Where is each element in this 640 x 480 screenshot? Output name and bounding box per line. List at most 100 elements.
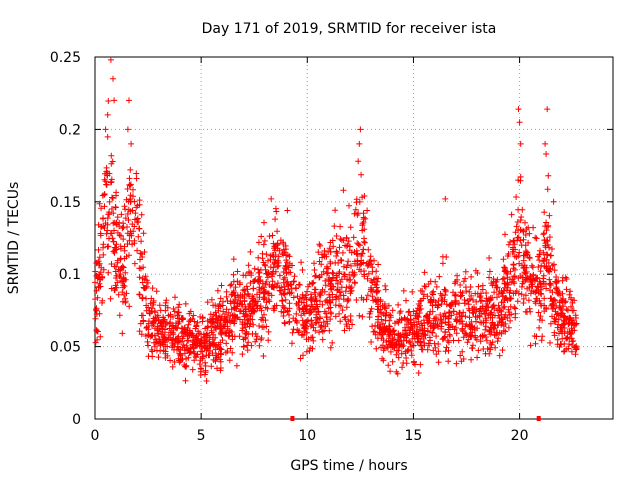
plot-area-border	[94, 56, 614, 420]
data-point	[305, 283, 312, 290]
data-point	[141, 249, 148, 255]
data-point	[102, 170, 108, 177]
data-point	[522, 308, 529, 315]
data-point	[380, 311, 387, 318]
data-point	[547, 320, 554, 327]
data-point	[571, 297, 578, 304]
data-point	[138, 238, 145, 245]
data-point	[147, 300, 154, 307]
data-point	[171, 359, 178, 365]
data-point	[115, 291, 122, 298]
data-point	[536, 324, 543, 331]
data-point	[316, 273, 323, 280]
data-point	[489, 339, 496, 346]
data-point	[126, 181, 133, 188]
data-point	[268, 195, 275, 202]
data-point	[319, 336, 326, 343]
data-point	[274, 241, 281, 248]
data-point	[546, 234, 553, 241]
data-point	[191, 357, 198, 364]
data-point	[106, 198, 113, 205]
data-point	[174, 312, 181, 319]
data-point	[176, 350, 183, 357]
data-point	[439, 260, 446, 267]
data-point	[112, 204, 119, 210]
data-point	[250, 307, 257, 313]
data-point	[357, 126, 364, 133]
data-point	[372, 296, 379, 303]
data-point	[338, 257, 345, 264]
data-point	[265, 296, 272, 303]
data-point	[499, 276, 506, 283]
data-point	[336, 244, 343, 251]
data-point	[470, 297, 476, 303]
data-point	[293, 310, 300, 317]
data-point	[457, 293, 464, 300]
data-point	[323, 265, 330, 272]
data-point	[113, 272, 120, 279]
data-point	[381, 345, 388, 352]
data-point	[375, 306, 382, 313]
data-point	[486, 255, 493, 261]
data-point	[332, 294, 339, 301]
data-point	[435, 341, 442, 347]
data-point	[256, 305, 263, 312]
data-point	[94, 275, 101, 282]
data-point	[347, 288, 354, 295]
data-point	[162, 321, 169, 328]
data-point	[230, 288, 237, 294]
data-point	[457, 282, 464, 288]
data-point	[514, 298, 521, 305]
data-point	[239, 351, 246, 358]
data-point	[400, 287, 407, 294]
data-point	[328, 285, 335, 292]
data-point	[502, 281, 509, 287]
data-point	[463, 330, 469, 337]
data-point	[299, 267, 306, 273]
data-point	[549, 262, 556, 269]
data-point	[98, 205, 105, 212]
data-point	[117, 245, 124, 252]
data-point	[517, 173, 524, 180]
data-point	[232, 292, 239, 299]
data-point	[280, 241, 287, 247]
data-point	[154, 327, 161, 334]
data-point	[363, 296, 370, 303]
data-point	[132, 210, 139, 217]
data-point	[312, 272, 319, 279]
data-point	[204, 324, 211, 331]
data-point	[385, 302, 392, 309]
data-point	[232, 284, 239, 291]
data-point	[450, 289, 456, 296]
data-point	[353, 297, 360, 303]
data-point	[136, 201, 143, 208]
data-point	[108, 206, 115, 212]
data-point	[498, 289, 505, 296]
data-point	[337, 279, 344, 285]
data-point	[466, 314, 473, 321]
data-point	[372, 281, 378, 288]
data-point	[346, 271, 353, 278]
data-point	[208, 296, 215, 303]
data-point	[497, 307, 504, 314]
data-point	[203, 378, 210, 384]
data-point	[353, 199, 360, 206]
data-point	[298, 312, 305, 319]
data-point	[109, 194, 115, 201]
data-point	[533, 235, 540, 242]
data-point	[92, 339, 99, 346]
data-point	[336, 269, 343, 275]
data-point	[310, 337, 317, 344]
data-point	[344, 298, 351, 305]
data-point	[525, 224, 532, 231]
data-point	[162, 343, 169, 350]
data-point	[131, 260, 138, 267]
data-point	[97, 333, 104, 340]
data-point	[149, 305, 155, 312]
data-point	[466, 307, 473, 314]
data-point	[550, 198, 557, 205]
data-point	[244, 342, 250, 349]
data-point	[151, 343, 158, 350]
data-point	[311, 267, 318, 273]
data-point	[219, 337, 226, 344]
